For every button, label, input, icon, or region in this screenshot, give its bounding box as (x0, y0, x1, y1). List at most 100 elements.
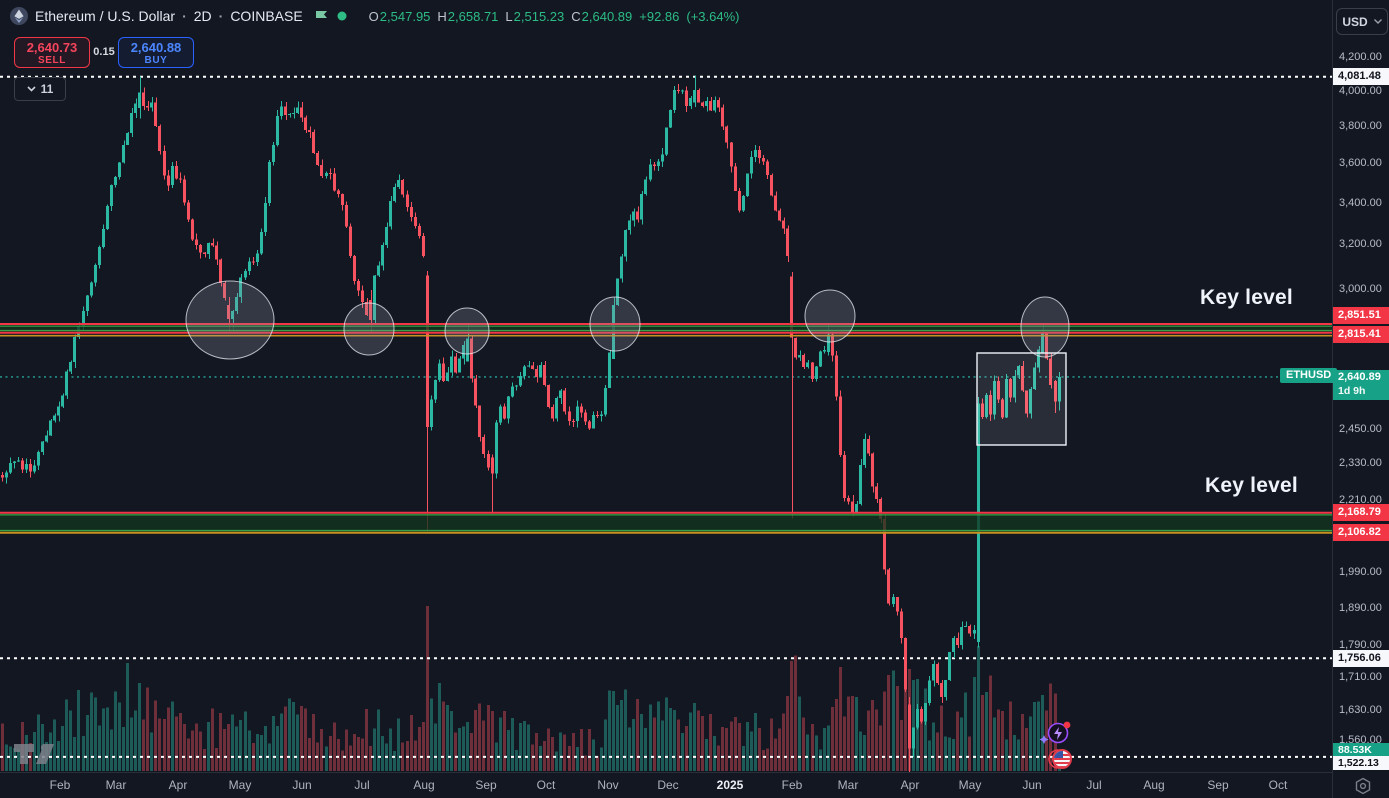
volume-bar (839, 667, 842, 771)
buy-button[interactable]: 2,640.88 BUY (118, 37, 194, 68)
axis-settings-icon[interactable] (1353, 776, 1373, 796)
volume-bar (191, 730, 194, 771)
candle-body (381, 244, 384, 266)
circle-annotation[interactable] (343, 302, 395, 356)
candle-body (365, 302, 368, 315)
volume-bars[interactable] (1, 606, 1061, 771)
interval-label[interactable]: 2D (193, 8, 212, 24)
candle-body (466, 338, 469, 362)
candle-body (859, 465, 862, 504)
candle-body (689, 98, 692, 106)
candle-body (600, 414, 603, 416)
candle-body (454, 356, 457, 373)
candle-body (248, 261, 251, 271)
volume-bar (219, 713, 222, 771)
ethereum-logo-icon (10, 7, 28, 25)
symbol-title[interactable]: Ethereum / U.S. Dollar (35, 8, 176, 24)
price-tick: 3,400.00 (1339, 197, 1382, 209)
candle-body (730, 142, 733, 167)
candle-body (1054, 380, 1057, 402)
box-annotation[interactable] (976, 352, 1067, 446)
circle-annotation[interactable] (185, 280, 275, 360)
dotted-level-lines[interactable] (0, 75, 1332, 758)
candle-body (802, 355, 805, 368)
time-axis-label: Jun (1022, 778, 1042, 792)
candle-body (798, 355, 801, 358)
buy-label: BUY (144, 55, 168, 66)
volume-bar (835, 699, 838, 771)
sell-button[interactable]: 2,640.73 SELL (14, 37, 90, 68)
candle-body (875, 486, 878, 499)
volume-bar (811, 724, 814, 771)
tradingview-logo[interactable] (14, 743, 54, 764)
price-tick: 1,990.00 (1339, 566, 1382, 578)
volume-bar (466, 721, 469, 771)
circle-annotation[interactable] (804, 289, 856, 343)
volume-bar (863, 734, 866, 771)
volume-bar (167, 707, 170, 771)
flag-icon[interactable] (314, 9, 329, 24)
volume-bar (612, 691, 615, 771)
candle-body (426, 275, 429, 428)
price-label-red: 2,815.41 (1333, 326, 1389, 343)
candle-body (904, 637, 907, 690)
candle-body (434, 380, 437, 400)
candle-body (114, 177, 117, 185)
candle-body (1021, 366, 1024, 391)
circle-annotation[interactable] (1020, 296, 1070, 358)
candle-body (276, 115, 279, 146)
candle-body (709, 100, 712, 111)
candle-body (734, 166, 737, 191)
chart-icons[interactable] (14, 721, 1072, 769)
candle-body (450, 356, 453, 373)
volume-bar (928, 740, 931, 771)
candle-body (770, 175, 773, 196)
candle-body (636, 211, 639, 220)
symbol-price-tag: ETHUSD (1280, 368, 1338, 383)
key-level-text-1[interactable]: Key level (1200, 286, 1293, 309)
price-axis[interactable]: USD 4,200.00 4,000.00 3,800.00 3,600.00 3,40… (1332, 0, 1389, 798)
volume-bar (798, 696, 801, 771)
candle-body (855, 503, 858, 513)
interval-count-dropdown[interactable]: 11 (14, 77, 66, 101)
candle-body (713, 100, 716, 111)
time-axis[interactable]: Feb Mar Apr May Jun Jul Aug Sep Oct Nov Dec 2025 Feb… (0, 772, 1332, 798)
volume-bar (495, 742, 498, 771)
volume-bar (422, 722, 425, 771)
volume-bar (235, 726, 238, 771)
candle-body (478, 405, 481, 437)
volume-bar (462, 726, 465, 771)
drawing-annotations[interactable] (185, 280, 1070, 446)
zone-fill (0, 324, 1332, 333)
candle-body (912, 727, 915, 749)
volume-bar (823, 728, 826, 771)
volume-bar (689, 712, 692, 771)
key-level-zones[interactable] (0, 323, 1332, 534)
candle-body (944, 680, 947, 697)
candle-body (244, 270, 247, 278)
market-status-icon[interactable] (336, 10, 348, 22)
candles[interactable] (1, 75, 1061, 772)
currency-dropdown[interactable]: USD (1336, 8, 1388, 35)
candle-body (73, 337, 76, 363)
candle-body (304, 117, 307, 130)
volume-bar (640, 714, 643, 771)
candle-body (333, 173, 336, 191)
us-event-icon[interactable] (1048, 749, 1072, 769)
candlestick-chart[interactable] (0, 0, 1332, 772)
exchange-label[interactable]: COINBASE (230, 8, 303, 24)
volume-bar (458, 727, 461, 771)
volume-bar (450, 710, 453, 771)
volume-bar (118, 702, 121, 771)
ai-spark-icon[interactable] (1039, 721, 1071, 744)
volume-bar (474, 710, 477, 771)
volume-bar (693, 703, 696, 771)
circle-annotation[interactable] (589, 296, 641, 352)
candle-body (576, 406, 579, 422)
candle-body (879, 498, 882, 519)
candle-body (122, 144, 125, 163)
candle-body (272, 145, 275, 163)
separator-dot: · (182, 8, 187, 24)
key-level-text-2[interactable]: Key level (1205, 474, 1298, 497)
circle-annotation[interactable] (444, 307, 490, 355)
